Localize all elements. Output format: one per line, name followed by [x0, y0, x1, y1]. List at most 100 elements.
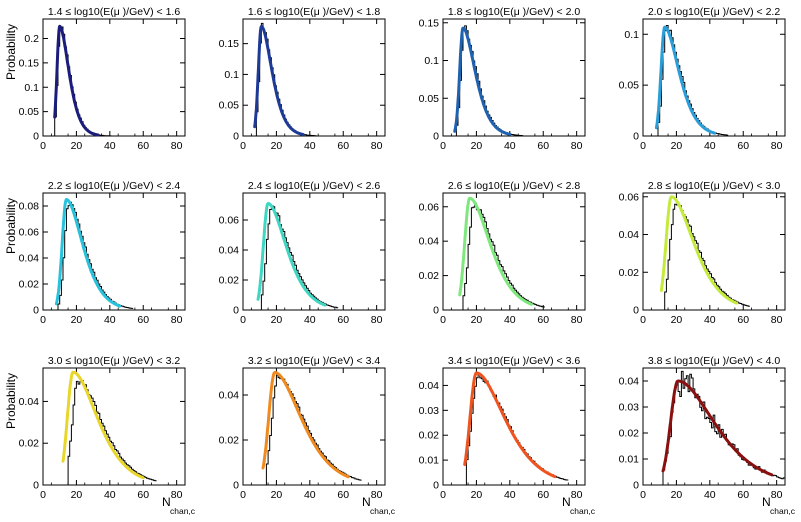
y-tick-label: 0: [233, 480, 239, 492]
x-tick-label: 40: [504, 489, 516, 501]
plot-title-6: 2.4 ≤ log10(E(μ )/GeV) < 2.6: [248, 180, 380, 192]
histogram-7: [443, 202, 545, 311]
plot-frame-5: [42, 192, 186, 311]
x-tick-label: 60: [137, 489, 149, 501]
x-tick-label: 40: [104, 140, 116, 152]
x-tick-label: 20: [671, 489, 683, 501]
y-tick-label: 0.1: [624, 29, 639, 41]
x-tick-label: 40: [504, 140, 516, 152]
histogram-10: [243, 374, 362, 486]
plot-title-5: 2.2 ≤ log10(E(μ )/GeV) < 2.4: [48, 180, 180, 192]
y-axis-label: Probability: [4, 198, 18, 254]
x-tick-label: 60: [537, 140, 549, 152]
plot-title-10: 3.2 ≤ log10(E(μ )/GeV) < 3.4: [248, 355, 380, 367]
fit-curve-10: [261, 371, 350, 479]
plot-title-4: 2.0 ≤ log10(E(μ )/GeV) < 2.2: [648, 6, 780, 18]
y-tick-label: 0.03: [419, 405, 440, 417]
x-tick-label: 80: [371, 314, 383, 326]
x-tick-label: 20: [671, 140, 683, 152]
x-tick-label: 60: [337, 489, 349, 501]
x-tick-label: 80: [171, 314, 183, 326]
x-tick-label: 0: [240, 140, 246, 152]
y-tick-label: 0.04: [19, 396, 40, 408]
plot-title-3: 1.8 ≤ log10(E(μ )/GeV) < 2.0: [448, 6, 580, 18]
y-tick-label: 0.15: [219, 38, 240, 50]
x-tick-label: 0: [240, 314, 246, 326]
histogram-8: [643, 203, 750, 311]
y-tick-label: 0.02: [619, 428, 640, 440]
x-tick-label: 40: [504, 314, 516, 326]
x-tick-label: 80: [171, 489, 183, 501]
y-tick-label: 0.04: [219, 390, 240, 402]
y-tick-label: 0.02: [219, 275, 240, 287]
y-tick-label: 0.08: [19, 201, 40, 213]
x-tick-label: 0: [640, 489, 646, 501]
plot-title-7: 2.6 ≤ log10(E(μ )/GeV) < 2.8: [448, 180, 580, 192]
y-tick-label: 0.1: [424, 55, 439, 67]
x-tick-label: 40: [304, 314, 316, 326]
y-tick-label: 0.15: [19, 57, 40, 69]
y-tick-label: 0.02: [19, 438, 40, 450]
plot-frame-3: [442, 18, 586, 137]
plot-title-2: 1.6 ≤ log10(E(μ )/GeV) < 1.8: [248, 6, 380, 18]
x-tick-label: 60: [537, 314, 549, 326]
y-tick-label: 0: [33, 131, 39, 143]
fit-curve-3: [453, 26, 512, 136]
fit-curve-4: [654, 25, 717, 135]
plot-frame-6: [242, 192, 386, 311]
fit-curve-5: [54, 198, 122, 308]
fit-curve-12: [661, 379, 774, 477]
y-tick-label: 0.04: [619, 376, 640, 388]
y-tick-label: 0.1: [224, 69, 239, 81]
histogram-3: [443, 25, 524, 137]
x-tick-label: 40: [304, 489, 316, 501]
histogram-11: [443, 372, 569, 486]
plot-frame-7: [442, 192, 586, 311]
plot-title-12: 3.8 ≤ log10(E(μ )/GeV) < 4.0: [648, 355, 780, 367]
y-tick-label: 0.1: [24, 82, 39, 94]
x-tick-label: 0: [240, 489, 246, 501]
fit-curve-11: [463, 371, 557, 479]
x-tick-label: 40: [704, 314, 716, 326]
histogram-9: [43, 380, 157, 486]
x-tick-label: 0: [640, 140, 646, 152]
fit-curve-6: [256, 202, 327, 307]
x-tick-label: 0: [440, 140, 446, 152]
x-tick-label: 60: [337, 314, 349, 326]
x-tick-label: 40: [704, 140, 716, 152]
y-tick-label: 0.2: [24, 33, 39, 45]
x-tick-label: 80: [371, 140, 383, 152]
y-tick-label: 0.04: [219, 245, 240, 257]
x-tick-label: 0: [640, 314, 646, 326]
y-tick-label: 0.02: [219, 435, 240, 447]
x-tick-label: 80: [171, 140, 183, 152]
x-tick-label: 60: [337, 140, 349, 152]
plot-frame-8: [642, 192, 786, 311]
x-tick-label: 60: [737, 140, 749, 152]
y-tick-label: 0.06: [419, 201, 440, 213]
plot-title-8: 2.8 ≤ log10(E(μ )/GeV) < 3.0: [648, 180, 780, 192]
y-tick-label: 0.04: [419, 236, 440, 248]
y-tick-label: 0.05: [419, 93, 440, 105]
plot-title-1: 1.4 ≤ log10(E(μ )/GeV) < 1.6: [48, 6, 180, 18]
x-axis-label: N: [562, 495, 571, 509]
x-tick-label: 20: [671, 314, 683, 326]
x-tick-label: 80: [571, 489, 583, 501]
plot-frame-1: [42, 18, 186, 137]
y-tick-label: 0: [33, 305, 39, 317]
x-tick-label: 20: [271, 489, 283, 501]
y-axis-label: Probability: [4, 24, 18, 80]
x-axis-label: N: [762, 495, 771, 509]
y-tick-label: 0.02: [419, 430, 440, 442]
y-tick-label: 0.02: [619, 267, 640, 279]
x-tick-label: 20: [71, 489, 83, 501]
y-tick-label: 0.05: [19, 106, 40, 118]
x-tick-label: 0: [440, 489, 446, 501]
y-tick-label: 0.05: [619, 80, 640, 92]
x-axis-label: N: [362, 495, 371, 509]
x-tick-label: 0: [40, 489, 46, 501]
y-tick-label: 0.06: [619, 191, 640, 203]
x-tick-label: 20: [71, 314, 83, 326]
y-tick-label: 0: [33, 480, 39, 492]
